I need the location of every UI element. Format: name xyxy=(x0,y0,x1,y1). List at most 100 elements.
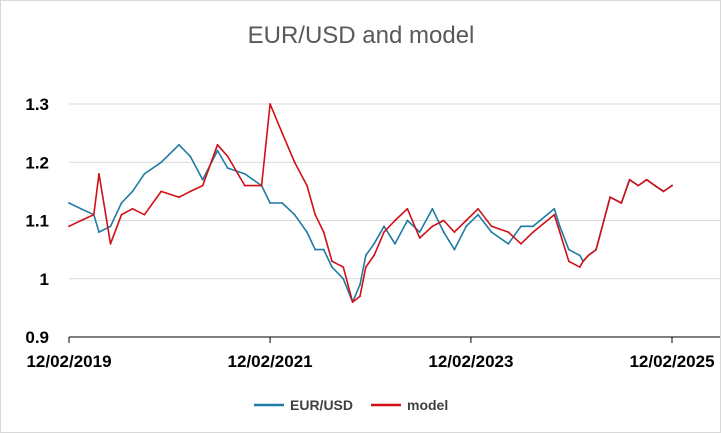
data-point-eur-usd xyxy=(490,231,493,234)
data-point-model xyxy=(269,103,271,105)
data-point-model xyxy=(226,155,229,158)
data-point-eur-usd xyxy=(281,202,284,204)
data-point-eur-usd xyxy=(160,161,163,164)
data-point-eur-usd xyxy=(532,225,534,228)
data-point-model xyxy=(628,178,631,181)
x-tick-label: 12/02/2021 xyxy=(228,352,313,371)
data-point-model xyxy=(216,143,219,146)
data-point-model xyxy=(281,132,284,135)
data-point-model xyxy=(98,173,100,175)
data-point-eur-usd xyxy=(80,207,83,210)
data-point-model xyxy=(418,237,421,239)
x-tick-label: 12/02/2025 xyxy=(629,352,714,371)
data-point-eur-usd xyxy=(373,242,375,245)
data-point-eur-usd xyxy=(201,178,204,181)
data-point-eur-usd xyxy=(226,167,229,169)
data-point-eur-usd xyxy=(578,254,581,257)
data-point-eur-usd xyxy=(331,266,333,268)
data-point-model xyxy=(442,219,445,222)
data-point-eur-usd xyxy=(567,248,570,251)
data-point-eur-usd xyxy=(558,225,561,228)
data-point-model xyxy=(520,242,522,245)
y-tick-label: 0.9 xyxy=(25,328,49,347)
data-point-eur-usd xyxy=(342,277,345,280)
data-point-model xyxy=(394,219,396,222)
data-point-eur-usd xyxy=(131,190,134,193)
x-tick-label: 12/02/2023 xyxy=(428,352,513,371)
data-point-model xyxy=(351,301,354,303)
data-point-eur-usd xyxy=(465,225,468,228)
data-point-eur-usd xyxy=(383,225,385,228)
data-point-model xyxy=(68,225,70,228)
data-point-model xyxy=(662,190,665,193)
data-point-model xyxy=(507,231,510,234)
data-point-model xyxy=(131,207,134,210)
data-point-model xyxy=(553,213,556,216)
data-point-eur-usd xyxy=(453,248,456,251)
legend-label-eur-usd: EUR/USD xyxy=(290,397,353,413)
data-point-model xyxy=(201,184,204,187)
data-point-model xyxy=(654,184,656,187)
data-point-eur-usd xyxy=(431,207,434,210)
data-point-eur-usd xyxy=(394,242,396,245)
y-tick-label: 1.1 xyxy=(25,212,49,231)
data-point-eur-usd xyxy=(442,231,445,234)
data-point-model xyxy=(383,231,385,234)
data-point-eur-usd xyxy=(477,213,479,216)
data-point-model xyxy=(243,184,246,187)
data-point-model xyxy=(109,242,112,245)
data-point-model xyxy=(293,161,296,164)
data-point-model xyxy=(364,266,367,268)
data-point-eur-usd xyxy=(359,283,361,286)
data-point-model xyxy=(671,184,673,187)
data-point-model xyxy=(406,207,409,210)
y-tick-label: 1.3 xyxy=(25,95,49,114)
legend-label-model: model xyxy=(407,397,448,413)
data-point-model xyxy=(120,213,123,216)
data-point-model xyxy=(260,184,263,187)
data-point-eur-usd xyxy=(418,231,421,234)
data-point-model xyxy=(160,190,163,193)
legend: EUR/USD model xyxy=(254,397,448,413)
data-point-model xyxy=(331,260,333,263)
data-point-eur-usd xyxy=(314,248,317,251)
data-point-eur-usd xyxy=(98,231,100,234)
x-tick-label: 12/02/2019 xyxy=(26,352,111,371)
data-point-model xyxy=(609,196,612,199)
data-point-eur-usd xyxy=(293,213,296,216)
data-point-eur-usd xyxy=(68,202,70,204)
data-point-model xyxy=(595,248,597,251)
data-point-model xyxy=(453,231,456,234)
data-point-model xyxy=(92,213,95,216)
data-point-eur-usd xyxy=(269,202,271,204)
data-point-model xyxy=(306,184,308,187)
y-tick-label: 1.2 xyxy=(25,153,49,172)
data-point-eur-usd xyxy=(189,155,192,158)
data-point-eur-usd xyxy=(364,254,367,257)
data-point-eur-usd xyxy=(406,219,409,222)
data-point-model xyxy=(465,219,468,222)
data-point-model xyxy=(314,213,317,216)
data-point-model xyxy=(567,260,570,263)
data-point-eur-usd xyxy=(216,149,219,152)
data-point-model xyxy=(532,231,534,234)
data-point-eur-usd xyxy=(120,202,123,204)
data-point-eur-usd xyxy=(178,143,180,146)
data-point-model xyxy=(359,295,361,298)
data-point-eur-usd xyxy=(243,173,246,175)
data-point-model xyxy=(431,225,434,228)
data-point-eur-usd xyxy=(109,225,112,228)
y-tick-label: 1 xyxy=(40,270,49,289)
series-lines xyxy=(68,103,673,303)
gridlines xyxy=(69,103,720,280)
data-point-model xyxy=(342,266,345,268)
data-point-eur-usd xyxy=(143,173,146,175)
chart-title: EUR/USD and model xyxy=(248,22,475,49)
data-point-model xyxy=(80,219,83,222)
data-point-eur-usd xyxy=(553,207,556,210)
y-axis-ticks: 0.9 1 1.1 1.2 1.3 xyxy=(25,95,49,347)
data-point-model xyxy=(578,266,581,268)
data-point-model xyxy=(143,213,146,216)
